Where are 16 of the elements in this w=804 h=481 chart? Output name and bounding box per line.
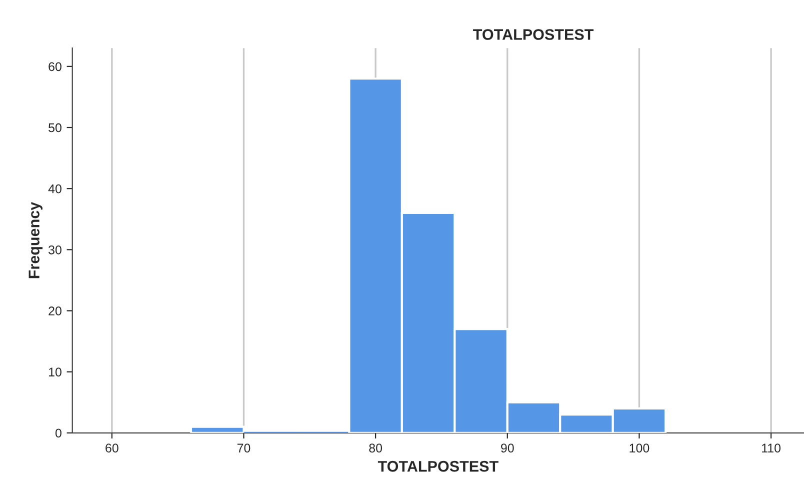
y-tick-label: 50 — [48, 123, 62, 132]
y-tick-label: 20 — [48, 306, 62, 316]
x-tick-label: 60 — [106, 444, 118, 452]
y-axis-title: Frequency — [28, 202, 42, 278]
y-tick-label: 60 — [48, 62, 62, 72]
chart-title: TOTALPOSTEST — [473, 29, 594, 40]
y-tick-label: 0 — [55, 428, 62, 438]
y-tick-label: 10 — [48, 368, 62, 376]
y-tick-label: 30 — [48, 245, 62, 254]
x-tick-label: 80 — [369, 444, 382, 452]
y-tick-label: 40 — [48, 184, 62, 194]
x-axis-title: TOTALPOSTEST — [378, 460, 498, 472]
x-tick-label: 90 — [501, 444, 514, 452]
x-tick-label: 100 — [630, 444, 650, 452]
x-tick-label: 70 — [237, 444, 250, 452]
x-tick-label: 110 — [762, 444, 781, 452]
